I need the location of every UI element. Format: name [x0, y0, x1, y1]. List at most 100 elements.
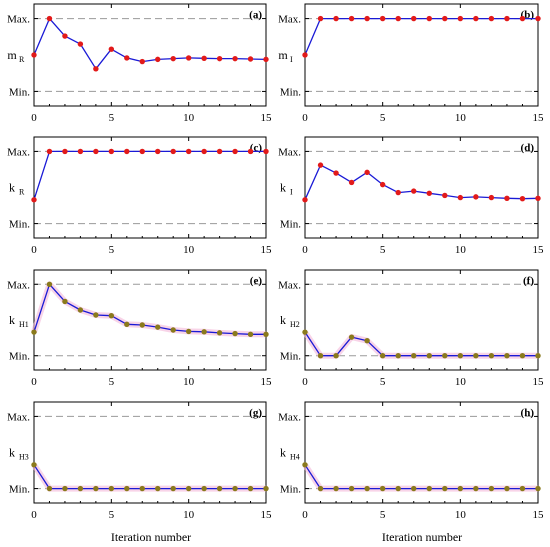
data-point — [31, 462, 37, 468]
data-point — [263, 331, 269, 337]
data-point — [46, 148, 53, 155]
y-axis-label: k — [9, 446, 15, 460]
data-point — [93, 312, 99, 318]
data-point — [411, 485, 417, 492]
data-point — [124, 55, 130, 61]
x-tick-label: 15 — [533, 509, 545, 521]
data-point — [473, 485, 479, 492]
series-line — [33, 283, 266, 335]
series-glow — [31, 281, 266, 338]
panel-a: Min. Max. 0 5 10 15 m R (a) — [7, 3, 272, 124]
panel-tag: (f) — [523, 275, 534, 287]
x-tick-label: 10 — [183, 376, 195, 388]
y-axis-label-subscript: I — [290, 55, 293, 64]
data-point — [302, 197, 308, 203]
x-tick-label: 5 — [109, 509, 115, 521]
panel-c: Min.Max.0 5 10 15k R(c) — [7, 136, 272, 256]
data-point — [395, 189, 401, 196]
x-tick-label: 0 — [302, 112, 308, 124]
y-tick-label: Min. — [9, 484, 30, 496]
data-point — [93, 148, 99, 155]
data-point — [155, 56, 161, 63]
y-axis-label: k — [280, 313, 286, 327]
data-point — [93, 485, 99, 492]
data-point — [62, 33, 68, 39]
data-point — [333, 485, 339, 492]
data-point — [170, 55, 176, 62]
y-axis-label-subscript: H3 — [19, 453, 29, 462]
data-point — [77, 148, 84, 155]
data-point — [201, 148, 207, 155]
x-tick-label: 5 — [380, 244, 386, 256]
data-point — [124, 148, 130, 155]
x-tick-label: 5 — [380, 376, 386, 388]
panel-frame — [304, 136, 539, 239]
y-tick-label: Min. — [280, 86, 301, 98]
x-tick-label: 10 — [183, 244, 195, 256]
data-point — [488, 15, 495, 22]
x-tick-label: 5 — [380, 112, 386, 124]
y-tick-label: Max. — [278, 14, 301, 26]
data-point — [411, 353, 417, 359]
data-point — [379, 485, 386, 492]
series-glow — [302, 330, 538, 359]
data-point — [302, 52, 308, 58]
data-point — [488, 485, 495, 492]
x-tick-label: 10 — [455, 509, 467, 521]
x-tick-label: 15 — [261, 376, 273, 388]
data-point — [155, 485, 161, 492]
data-point — [216, 485, 223, 492]
data-point — [108, 313, 115, 319]
data-point — [247, 148, 254, 155]
panel-g: Min. Max. 0 5 10 15 k H3 (g) — [7, 401, 272, 521]
data-point — [457, 194, 464, 201]
data-point — [77, 307, 84, 313]
x-tick-label: 0 — [302, 509, 308, 521]
data-point — [519, 15, 526, 22]
data-point — [201, 55, 207, 61]
data-point — [364, 169, 370, 176]
data-point — [46, 15, 53, 22]
x-tick-label: 5 — [109, 376, 115, 388]
data-point — [348, 15, 355, 22]
data-point — [247, 485, 254, 492]
data-point — [201, 485, 207, 492]
data-point — [302, 329, 308, 335]
data-point — [535, 353, 541, 359]
data-point — [124, 485, 130, 492]
data-point — [364, 15, 370, 22]
data-point — [473, 15, 479, 22]
series-line — [33, 17, 267, 70]
panel-frame — [304, 269, 539, 371]
x-tick-label: 10 — [455, 244, 467, 256]
data-point — [504, 485, 510, 492]
data-point — [519, 485, 526, 492]
data-point — [31, 329, 37, 335]
panel-b: Min.Max.0 5 10 15m I(b) — [278, 3, 544, 124]
x-tick-label: 10 — [183, 509, 195, 521]
data-point — [31, 52, 37, 58]
data-point — [317, 353, 324, 359]
series-line — [304, 164, 539, 201]
data-point — [411, 15, 417, 22]
data-point — [302, 462, 308, 468]
data-point — [457, 485, 464, 492]
series-line — [304, 331, 538, 357]
data-point — [488, 353, 495, 359]
data-point — [108, 148, 115, 155]
data-point — [395, 353, 401, 359]
x-tick-label: 5 — [109, 112, 115, 124]
data-point — [155, 148, 161, 155]
x-tick-label: 10 — [183, 112, 195, 124]
x-axis-label-right: Iteration number — [382, 530, 462, 544]
data-point — [457, 353, 464, 359]
data-point — [457, 15, 464, 22]
x-tick-label: 0 — [302, 244, 308, 256]
data-point — [263, 485, 269, 492]
panel-frame — [304, 401, 539, 504]
panel-frame — [33, 3, 267, 107]
data-point — [348, 485, 355, 492]
data-point — [263, 56, 269, 63]
y-tick-label: Min. — [9, 86, 30, 98]
